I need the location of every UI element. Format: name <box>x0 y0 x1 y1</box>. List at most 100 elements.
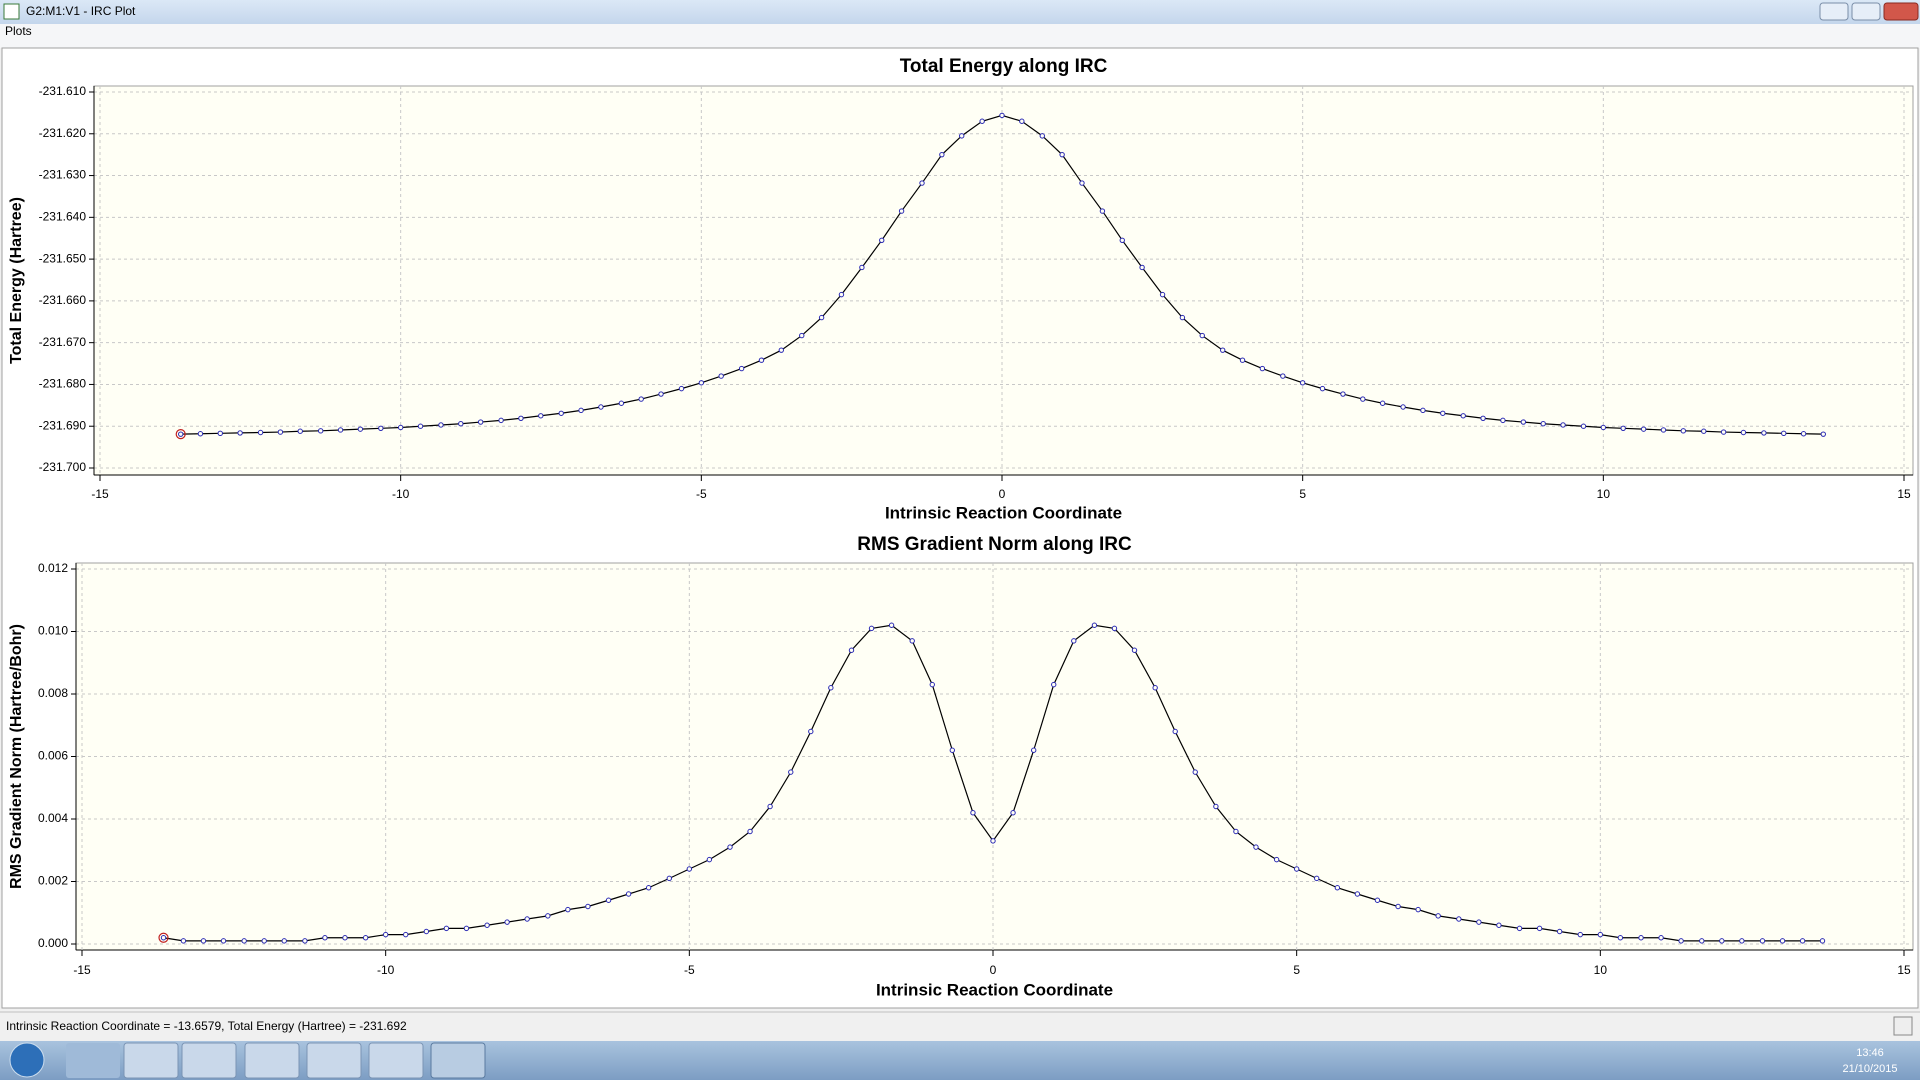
data-point <box>1678 938 1684 944</box>
data-point <box>1039 133 1045 139</box>
minimize-button[interactable] <box>1819 2 1849 21</box>
data-point <box>598 404 604 410</box>
y-tick-label: -231.670 <box>39 335 87 349</box>
clock-date: 21/10/2015 <box>1842 1063 1897 1075</box>
data-point <box>277 429 284 435</box>
x-tick-label: 0 <box>990 963 997 977</box>
data-point <box>1540 421 1546 427</box>
data-point <box>1152 685 1158 691</box>
menu-item[interactable]: Plots <box>5 24 32 38</box>
taskbar-app[interactable] <box>430 1042 486 1079</box>
data-point <box>382 931 389 938</box>
data-point <box>1536 925 1543 932</box>
data-point <box>990 838 996 844</box>
data-point <box>758 357 765 363</box>
data-point <box>518 415 524 421</box>
y-axis-label: Total Energy (Hartree) <box>8 197 25 364</box>
data-point <box>362 935 369 941</box>
data-point <box>1199 332 1205 339</box>
chart-title: RMS Gradient Norm along IRC <box>857 534 1132 555</box>
data-point <box>808 728 814 735</box>
data-point <box>1435 913 1441 919</box>
data-point <box>909 638 915 644</box>
y-tick-label: 0.000 <box>38 936 68 950</box>
data-point <box>888 622 895 628</box>
data-point <box>1820 431 1826 437</box>
data-point <box>698 380 705 386</box>
data-point <box>1059 151 1065 158</box>
data-point <box>828 685 834 691</box>
y-tick-label: 0.002 <box>38 874 68 888</box>
data-point <box>200 938 207 944</box>
start-button[interactable] <box>9 1042 45 1078</box>
y-tick-label: 0.004 <box>38 811 68 825</box>
data-point <box>1781 430 1787 437</box>
data-point <box>1516 925 1523 932</box>
data-point <box>1560 422 1566 428</box>
data-point <box>879 237 885 244</box>
close-button[interactable] <box>1883 2 1919 21</box>
data-point <box>949 747 956 753</box>
data-point <box>1030 747 1037 753</box>
data-point <box>1577 931 1583 938</box>
data-point <box>747 828 753 835</box>
data-point <box>1299 380 1306 386</box>
y-tick-label: -231.650 <box>39 251 87 265</box>
data-point <box>970 810 976 816</box>
taskbar-app[interactable] <box>244 1042 300 1079</box>
data-point <box>1019 118 1025 124</box>
restore-button[interactable] <box>1851 2 1881 21</box>
data-point <box>778 347 785 353</box>
taskbar-app[interactable] <box>66 1043 120 1078</box>
data-point <box>767 803 773 810</box>
data-point <box>317 428 324 434</box>
data-point <box>504 919 510 925</box>
data-point <box>1520 419 1527 425</box>
data-point <box>241 938 247 944</box>
data-point <box>261 938 267 944</box>
y-tick-label: -231.680 <box>39 377 87 391</box>
data-point <box>1456 916 1462 922</box>
x-tick-label: 5 <box>1293 963 1300 977</box>
data-point <box>403 931 409 938</box>
taskbar-app[interactable] <box>306 1042 362 1079</box>
data-point <box>1740 429 1747 436</box>
taskbar-app[interactable] <box>368 1042 424 1079</box>
taskbar-app[interactable] <box>181 1042 237 1079</box>
data-point <box>1699 938 1705 944</box>
data-point <box>1476 919 1482 925</box>
data-point <box>1617 935 1624 941</box>
taskbar-app[interactable] <box>123 1042 179 1079</box>
data-point <box>378 425 384 432</box>
data-point <box>618 400 625 406</box>
data-point <box>1051 681 1057 688</box>
data-point <box>1233 828 1239 835</box>
data-point <box>578 407 584 414</box>
y-tick-label: -231.640 <box>39 210 87 224</box>
data-point <box>1640 426 1647 432</box>
x-tick-label: -10 <box>392 487 410 501</box>
data-point <box>605 897 612 903</box>
data-point <box>868 625 875 632</box>
y-tick-label: 0.010 <box>38 624 68 638</box>
data-point <box>1079 180 1085 186</box>
y-tick-label: 0.006 <box>38 749 68 763</box>
data-point <box>1099 208 1106 214</box>
help-button[interactable] <box>1893 1016 1913 1036</box>
data-point <box>160 935 167 941</box>
data-point <box>1415 906 1421 913</box>
x-tick-label: -15 <box>91 487 109 501</box>
data-point <box>1010 810 1016 816</box>
data-point <box>738 365 745 372</box>
data-point <box>1239 357 1246 363</box>
data-point <box>1761 430 1767 436</box>
data-point <box>1420 407 1426 414</box>
data-point <box>686 866 693 872</box>
data-point <box>545 913 551 919</box>
data-point <box>417 423 424 429</box>
data-point <box>337 427 344 433</box>
x-tick-label: -5 <box>684 963 695 977</box>
data-point <box>1779 938 1786 944</box>
data-point <box>197 431 204 437</box>
